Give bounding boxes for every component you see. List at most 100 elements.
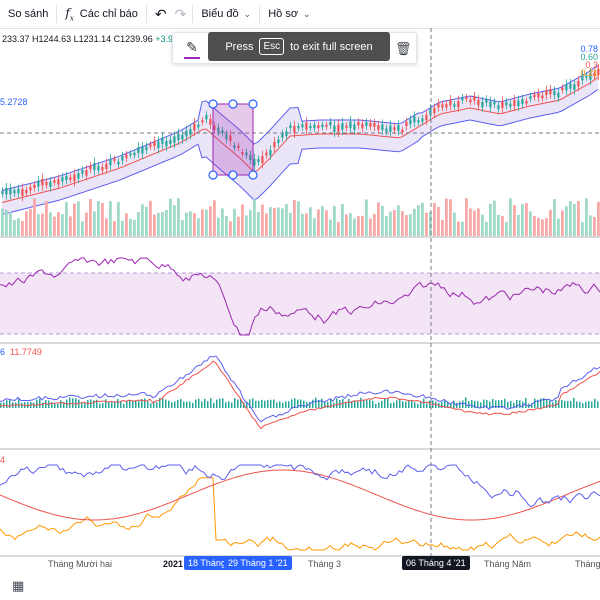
macd-histogram-bar [540,398,542,408]
top-toolbar: So sánh fx Các chỉ báo ↶ ↷ Biểu đồ ⌄ Hồ … [0,0,600,29]
candle [245,152,248,156]
candle [129,153,132,156]
candle [421,118,424,122]
macd-histogram-bar [222,398,224,408]
candle [65,175,68,181]
macd-histogram-bar [264,400,266,408]
candle [73,174,76,182]
volume-bar [93,211,96,236]
volume-bar [397,205,400,236]
macd-histogram-bar [192,402,194,408]
volume-bar [221,208,224,236]
bollinger-value: 5.2728 [0,97,28,107]
volume-bar [41,213,44,236]
calendar-range-icon[interactable]: ▦ [12,578,25,593]
volume-bar [273,207,276,236]
macd-histogram-bar [585,401,587,408]
candle [193,123,196,131]
candle [161,137,164,144]
volume-bar [329,219,332,236]
macd-histogram-bar [171,402,173,408]
candle [461,97,464,101]
macd-histogram-bar [384,398,386,408]
macd-histogram-bar [285,401,287,408]
volume-bar [77,201,80,236]
redo-button[interactable]: ↷ [175,0,193,28]
candle [573,84,576,90]
volume-bar [73,203,76,236]
volume-bar [233,208,236,236]
candle [173,136,176,143]
candle [577,80,580,87]
macd-histogram-bar [219,398,221,408]
volume-bar [301,213,304,236]
volume-bar [81,221,84,236]
volume-bar [241,204,244,236]
macd-histogram-bar [147,401,149,408]
macd-histogram-bar [156,402,158,408]
candle [525,100,528,104]
chart-menu-button[interactable]: Biểu đồ ⌄ [193,0,259,28]
macd-histogram-bar [549,400,551,408]
volume-bar [129,218,132,236]
time-axis[interactable]: Tháng Mười hai 2021 18 Tháng 29 Tháng 1 … [0,556,600,572]
macd-histogram-bar [522,401,524,408]
macd-histogram-bar [69,397,71,408]
macd-histogram-bar [99,403,101,408]
volume-bar [549,209,552,236]
candle [305,122,308,130]
macd-histogram-bar [6,400,8,408]
candle [285,131,288,136]
candle [401,129,404,133]
candle [9,188,12,195]
volume-bar [393,210,396,236]
candle [197,124,200,128]
macd-histogram-bar [93,400,95,408]
volume-bar [181,220,184,236]
volume-bar [325,210,328,236]
macd-histogram-bar [336,398,338,408]
undo-button[interactable]: ↶ [147,0,175,28]
macd-histogram-bar [180,398,182,408]
macd-histogram-bar [570,401,572,408]
candle [97,166,100,171]
volume-bar [445,198,448,236]
macd-histogram-bar [483,399,485,408]
volume-bar [473,210,476,236]
volume-bar [205,209,208,236]
candle [493,101,496,105]
volume-bar [493,200,496,236]
profile-menu-button[interactable]: Hồ sơ ⌄ [260,0,318,28]
macd-histogram-bar [396,400,398,408]
indicators-button[interactable]: fx Các chỉ báo [57,0,146,28]
candle [133,152,136,156]
chart-canvas[interactable] [0,28,600,600]
macd-histogram-bar [234,398,236,408]
compare-button[interactable]: So sánh [0,0,56,28]
macd-histogram-bar [564,400,566,408]
macd-histogram-bar [297,399,299,408]
macd-histogram-bar [510,400,512,408]
pencil-icon[interactable]: ✎ [186,39,198,55]
trash-icon[interactable]: 🗑 [395,41,412,56]
volume-bar [409,214,412,236]
right-scale-label: 0.21 [580,68,598,78]
macd-histogram-bar [321,398,323,408]
candle [405,121,408,127]
volume-bar [121,220,124,236]
selection-handle [228,170,238,180]
candle [365,122,368,126]
candle [517,100,520,107]
candle [481,101,484,108]
candle [157,141,160,149]
candle [473,95,476,101]
macd-histogram-bar [33,402,35,408]
volume-bar [545,218,548,236]
volume-bar [25,211,28,236]
candle [149,144,152,147]
volume-bar [317,209,320,236]
volume-bar [201,209,204,236]
macd-histogram-bar [525,397,527,408]
candle [309,125,312,129]
candle [385,128,388,132]
